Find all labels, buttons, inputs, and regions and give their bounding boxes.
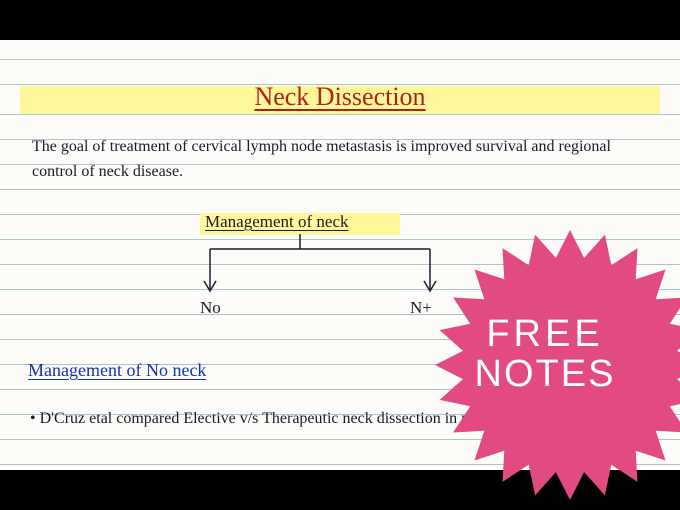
- section-heading: Management of No neck: [28, 360, 206, 381]
- notebook-paper: Neck Dissection The goal of treatment of…: [0, 40, 680, 470]
- badge-line1: FREE: [460, 315, 630, 353]
- goal-paragraph: The goal of treatment of cervical lymph …: [32, 134, 655, 184]
- badge-text: FREE NOTES: [460, 315, 630, 393]
- badge-line2: NOTES: [460, 355, 630, 393]
- tree-root-label: Management of neck: [205, 212, 349, 232]
- tree-leaf-no: No: [200, 298, 221, 318]
- page-title: Neck Dissection: [0, 82, 680, 112]
- tree-leaf-nplus: N+: [410, 298, 432, 318]
